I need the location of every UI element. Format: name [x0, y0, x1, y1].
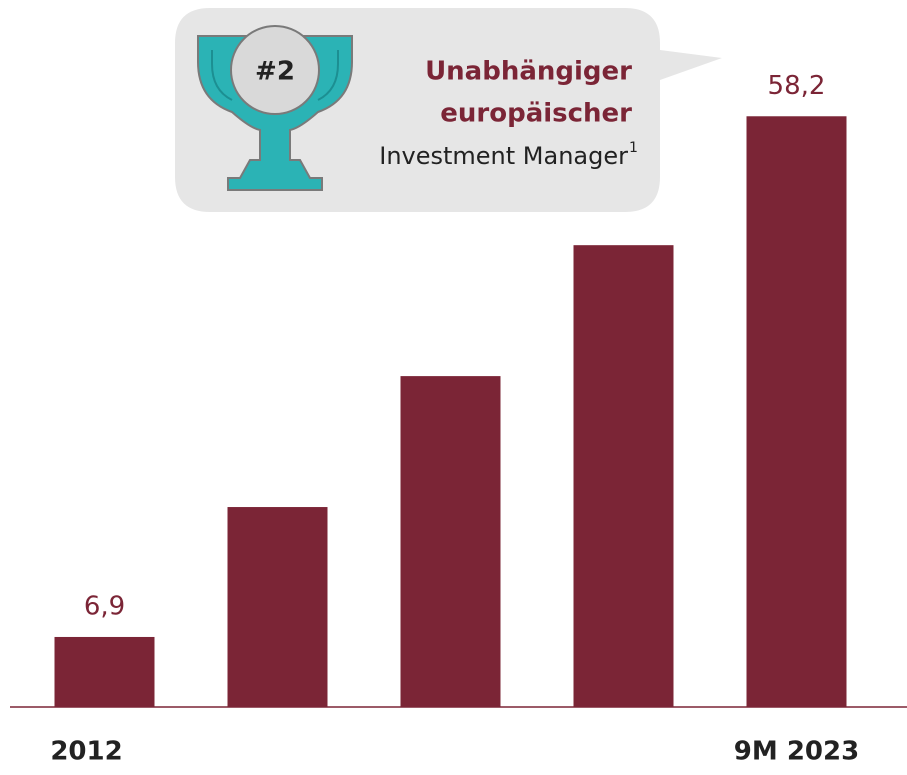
footnote-mark: 1 [629, 140, 638, 156]
bar [573, 245, 674, 708]
value-label: 58,2 [768, 71, 826, 101]
trophy [197, 25, 353, 191]
callout: #2 Unabhängiger europäischer Investment … [175, 8, 722, 212]
rank-label: #2 [255, 57, 295, 87]
bar [400, 376, 501, 707]
callout-line: Unabhängiger [425, 57, 632, 87]
bar [54, 636, 155, 707]
callout-line: Investment Manager [379, 142, 628, 170]
x-tick-label: 2012 [50, 737, 122, 767]
bar [227, 507, 328, 707]
callout-line: europäischer [440, 99, 632, 129]
value-label: 6,9 [84, 591, 125, 621]
x-tick-label: 9M 2023 [734, 737, 859, 767]
bar [746, 116, 847, 707]
